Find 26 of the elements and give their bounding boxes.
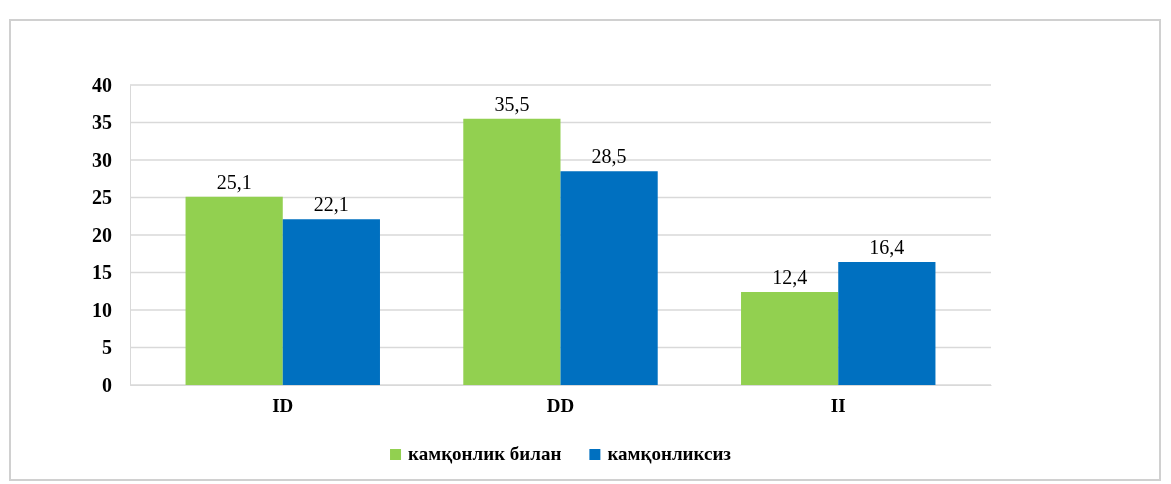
- data-label: 25,1: [216, 170, 252, 193]
- bar: [463, 118, 561, 385]
- data-label: 12,4: [772, 266, 808, 288]
- y-tick-label: 30: [92, 148, 112, 171]
- y-tick-label: 20: [92, 223, 112, 246]
- y-tick-label: 0: [102, 373, 112, 396]
- bar: [838, 262, 936, 385]
- bar: [560, 171, 658, 385]
- y-tick-label: 15: [92, 261, 112, 284]
- x-tick-label: DD: [546, 395, 575, 417]
- legend-label: камқонлик билан: [408, 443, 562, 464]
- y-tick-label: 5: [102, 336, 112, 359]
- y-tick-label: 35: [92, 111, 112, 134]
- x-tick-label: ID: [272, 395, 294, 417]
- data-label: 35,5: [494, 92, 530, 115]
- x-tick-label: II: [830, 395, 846, 417]
- y-tick-label: 40: [92, 73, 112, 96]
- y-tick-label: 25: [92, 186, 112, 209]
- bar: [282, 219, 380, 385]
- bar: [741, 292, 839, 385]
- bar: [185, 196, 283, 385]
- data-label: 28,5: [591, 145, 627, 168]
- legend-label: камқонликсиз: [607, 443, 732, 464]
- data-label: 22,1: [313, 193, 349, 216]
- y-tick-label: 10: [92, 298, 112, 321]
- data-label: 16,4: [869, 236, 905, 258]
